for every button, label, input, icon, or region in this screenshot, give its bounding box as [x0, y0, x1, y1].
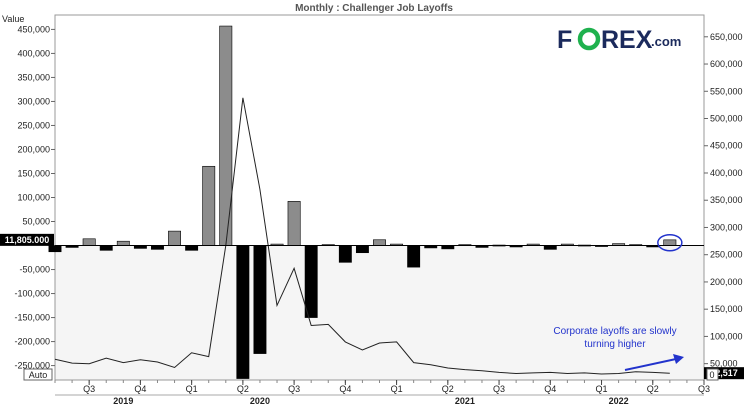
left-tick-label: -200,000 [14, 337, 50, 347]
bar [151, 245, 164, 250]
bar [373, 239, 386, 246]
right-tick-label: 400,000 [710, 168, 743, 178]
bar [407, 245, 421, 268]
x-year-label: 2019 [113, 396, 133, 405]
x-quarter-label: Q1 [391, 384, 403, 394]
right-tick-label: 500,000 [710, 114, 743, 124]
x-quarter-label: Q1 [596, 384, 608, 394]
left-tick-label: 250,000 [17, 120, 50, 130]
line-series [54, 97, 670, 375]
left-tick-label: -50,000 [19, 265, 50, 275]
auto-button[interactable] [23, 368, 53, 381]
bar [116, 240, 130, 246]
left-tick-label: 200,000 [17, 144, 50, 154]
bar [543, 245, 557, 250]
forex-logo: F REX .com [557, 26, 681, 54]
left-tick-label: 300,000 [17, 96, 50, 106]
left-tick-label: 150,000 [17, 168, 50, 178]
logo-o-icon [577, 27, 601, 51]
left-tick-label: -250,000 [14, 361, 50, 371]
current-left-label: 11,805.000 [5, 235, 50, 245]
left-tick-label: 450,000 [17, 24, 50, 34]
left-tick-label: 100,000 [17, 193, 50, 203]
logo-suffix: REX [601, 26, 653, 54]
left-axis-label: Value [2, 14, 24, 24]
bar [663, 239, 677, 246]
bar [99, 245, 113, 251]
left-tick-label: -100,000 [14, 289, 50, 299]
x-axis: Q3 Q4 Q1 Q2 Q3 Q4 Q1 Q2 Q3 Q4 Q1 Q2 Q3 2019 2020 2021 20… [54, 380, 710, 405]
x-quarter-label: Q3 [493, 384, 505, 394]
bar-series [48, 25, 704, 380]
right-axis: 50,000 100,000 150,000 200,000 250,000 300,00… [704, 32, 743, 369]
right-tick-label: 50,000 [710, 359, 738, 369]
x-year-label: 2021 [455, 396, 475, 405]
left-axis: -250,000 -200,000 -150,000 -100,000 -50,000 5… [14, 24, 55, 371]
x-quarter-label: Q3 [83, 384, 95, 394]
bar [82, 238, 96, 246]
right-tick-label: 200,000 [710, 277, 743, 287]
bar [48, 245, 62, 253]
annotation-arrow-icon [624, 354, 684, 371]
x-quarter-label: Q1 [186, 384, 198, 394]
bar [338, 245, 352, 263]
bar [185, 245, 199, 251]
bar [441, 245, 455, 250]
x-quarter-label: Q4 [134, 384, 146, 394]
left-tick-label: -150,000 [14, 313, 50, 323]
bar [287, 201, 301, 246]
bar [355, 245, 369, 254]
right-tick-label: 300,000 [710, 222, 743, 232]
logo-tld: .com [651, 34, 681, 49]
annotation-line-2: turning higher [584, 339, 646, 350]
bar [253, 245, 267, 354]
right-tick-label: 650,000 [710, 32, 743, 42]
bar [236, 245, 250, 379]
x-quarter-label: Q4 [544, 384, 556, 394]
chart-title: Monthly : Challenger Job Layoffs [295, 3, 453, 14]
left-tick-label: 350,000 [17, 72, 50, 82]
highlight-circle [657, 233, 683, 252]
x-quarter-label: Q2 [442, 384, 454, 394]
x-quarter-label: Q3 [288, 384, 300, 394]
annotation-line-1: Corporate layoffs are slowly [553, 326, 676, 337]
right-zero-box: 0 [706, 368, 719, 381]
right-tick-label: 350,000 [710, 195, 743, 205]
x-year-label: 2022 [609, 396, 629, 405]
left-tick-label: 50,000 [22, 217, 50, 227]
x-year-label: 2020 [250, 396, 270, 405]
left-tick-label: 400,000 [17, 48, 50, 58]
x-quarter-label: Q2 [237, 384, 249, 394]
right-tick-label: 150,000 [710, 304, 743, 314]
right-tick-label: 100,000 [710, 331, 743, 341]
x-quarter-label: Q2 [647, 384, 659, 394]
logo-prefix: F [557, 26, 572, 54]
right-tick-label: 450,000 [710, 141, 743, 151]
current-right-label: 32,517 [710, 368, 738, 378]
right-tick-label: 550,000 [710, 86, 743, 96]
bar [304, 245, 318, 318]
right-tick-label: 600,000 [710, 59, 743, 69]
bar [168, 230, 182, 246]
current-left-marker: 11,805.000 [0, 233, 54, 246]
right-tick-label: 250,000 [710, 250, 743, 260]
bar [202, 165, 216, 246]
right-zero-label: 0 [709, 370, 714, 380]
x-quarter-label: Q4 [339, 384, 351, 394]
negative-area-shade [55, 245, 704, 380]
x-quarter-label: Q3 [698, 384, 710, 394]
auto-button-label: Auto [29, 370, 48, 380]
auto-button-group[interactable]: Auto [23, 368, 53, 381]
line-path [54, 97, 670, 375]
